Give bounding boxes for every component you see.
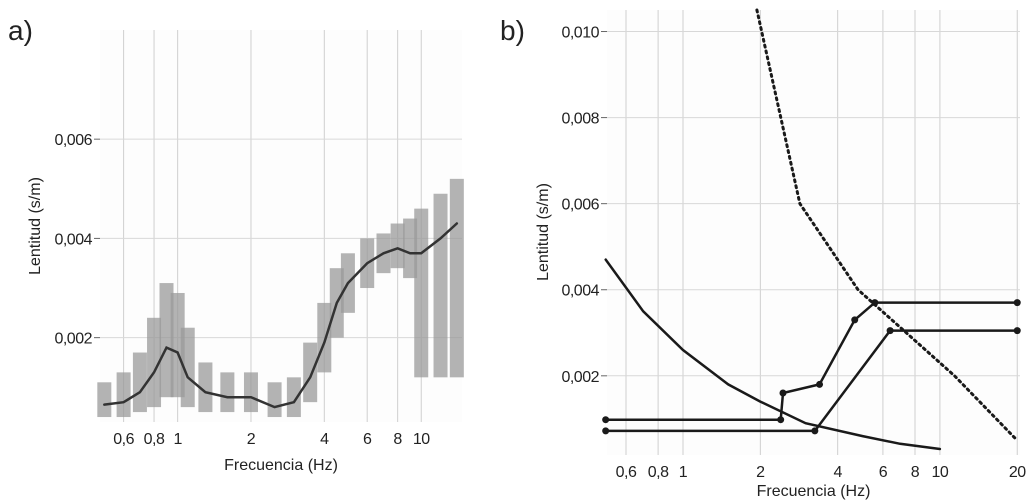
- data-point: [779, 389, 787, 397]
- x-axis-title: Frecuencia (Hz): [224, 457, 338, 474]
- x-tick-label: 10: [932, 464, 949, 481]
- y-tick-label: 0,006: [561, 197, 599, 214]
- y-tick-label: 0,004: [54, 231, 92, 248]
- x-axis-title: Frecuencia (Hz): [757, 483, 871, 500]
- panel-label: a): [8, 15, 33, 46]
- y-tick-label: 0,002: [561, 369, 599, 386]
- error-band: [303, 342, 318, 403]
- x-tick-label: 1: [173, 431, 182, 448]
- x-tick-label: 6: [879, 464, 888, 481]
- error-band: [180, 327, 195, 408]
- panel-label: b): [500, 15, 525, 46]
- x-tick-label: 4: [833, 464, 842, 481]
- x-tick-label: 10: [413, 431, 430, 448]
- y-tick-label: 0,006: [54, 132, 92, 149]
- error-band: [390, 223, 405, 269]
- error-band: [449, 178, 464, 378]
- data-point: [886, 327, 894, 335]
- y-tick-label: 0,010: [561, 25, 599, 42]
- y-axis-title: Lentitud (s/m): [535, 183, 552, 281]
- data-point: [1013, 327, 1021, 335]
- error-band: [198, 362, 213, 413]
- error-band: [97, 382, 112, 418]
- data-line: [103, 222, 459, 409]
- data-point: [777, 416, 785, 424]
- y-axis-title: Lentitud (s/m): [27, 177, 44, 275]
- x-tick-label: 8: [393, 431, 402, 448]
- data-point: [602, 427, 610, 435]
- x-tick-label: 2: [247, 431, 256, 448]
- y-tick-label: 0,002: [54, 331, 92, 348]
- x-tick-label: 0,6: [113, 431, 134, 448]
- error-band: [317, 302, 332, 373]
- error-band: [414, 208, 429, 378]
- x-tick-label: 1: [679, 464, 688, 481]
- data-point: [1013, 299, 1021, 307]
- error-band: [433, 193, 448, 378]
- error-band: [132, 352, 147, 413]
- plot-area: [607, 10, 1020, 455]
- y-tick-label: 0,008: [561, 111, 599, 128]
- x-tick-label: 8: [911, 464, 920, 481]
- error-band: [159, 283, 174, 398]
- error-band: [220, 372, 235, 413]
- x-tick-label: 2: [756, 464, 765, 481]
- error-band: [267, 382, 282, 418]
- error-band: [286, 377, 301, 418]
- x-tick-label: 0,6: [616, 464, 637, 481]
- data-point: [816, 380, 824, 388]
- x-tick-label: 0,8: [144, 431, 165, 448]
- data-line: [604, 329, 1019, 433]
- data-line: [755, 8, 1019, 442]
- data-point: [871, 299, 879, 307]
- data-point: [851, 316, 859, 324]
- x-tick-label: 6: [363, 431, 372, 448]
- x-tick-label: 4: [320, 431, 329, 448]
- x-tick-label: 0,8: [648, 464, 669, 481]
- y-tick-label: 0,004: [561, 283, 599, 300]
- error-band: [116, 372, 131, 418]
- data-point: [811, 427, 819, 435]
- error-band: [147, 317, 162, 408]
- data-point: [602, 416, 610, 424]
- error-band: [403, 218, 418, 279]
- data-line: [604, 258, 942, 451]
- x-tick-label: 20: [1009, 464, 1026, 481]
- error-band: [243, 372, 258, 413]
